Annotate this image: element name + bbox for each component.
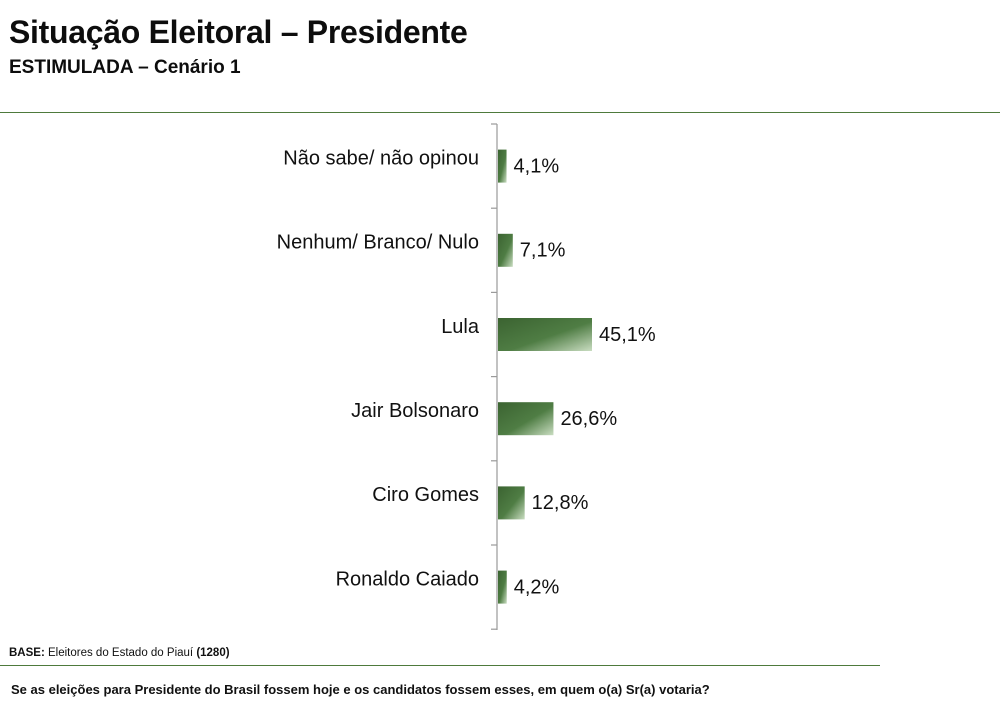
category-label: Nenhum/ Branco/ Nulo [277, 232, 479, 254]
value-label: 7,1% [520, 240, 566, 262]
base-text: Eleitores do Estado do Piauí [47, 647, 194, 659]
category-label: Ciro Gomes [372, 484, 479, 506]
footer-divider [0, 665, 880, 666]
value-label: 4,2% [514, 576, 560, 598]
category-label: Lula [441, 316, 480, 338]
survey-question: Se as eleições para Presidente do Brasil… [11, 682, 710, 697]
base-count: (1280) [196, 647, 230, 659]
value-label: 26,6% [560, 408, 617, 430]
bar [498, 402, 554, 436]
base-note: BASE: Eleitores do Estado do Piauí (1280… [9, 647, 230, 659]
base-label: BASE: [9, 647, 45, 659]
value-label: 12,8% [532, 492, 589, 514]
bar [498, 149, 507, 183]
page-title: Situação Eleitoral – Presidente [9, 14, 468, 50]
bar [498, 570, 507, 604]
bar [498, 486, 525, 520]
bar [498, 318, 592, 351]
category-label: Jair Bolsonaro [351, 400, 479, 422]
value-label: 45,1% [599, 324, 656, 346]
category-label: Não sabe/ não opinou [283, 147, 479, 169]
bar [498, 233, 513, 267]
category-label: Ronaldo Caiado [336, 568, 479, 590]
value-label: 4,1% [514, 155, 560, 177]
header-divider [0, 112, 1000, 113]
page-subtitle: ESTIMULADA – Cenário 1 [9, 57, 241, 78]
